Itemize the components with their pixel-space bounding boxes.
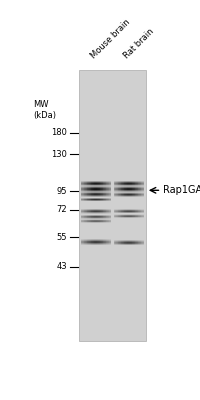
Text: 72: 72 [56,205,67,214]
Text: Rat brain: Rat brain [122,27,156,60]
Bar [79,70,146,340]
Text: 55: 55 [56,233,67,242]
Text: 95: 95 [56,187,67,196]
Text: 43: 43 [56,262,67,271]
Text: Mouse brain: Mouse brain [90,17,133,60]
Text: 180: 180 [51,128,67,137]
Text: 130: 130 [51,150,67,159]
Text: MW
(kDa): MW (kDa) [33,100,56,120]
Text: Rap1GAP: Rap1GAP [163,185,200,195]
